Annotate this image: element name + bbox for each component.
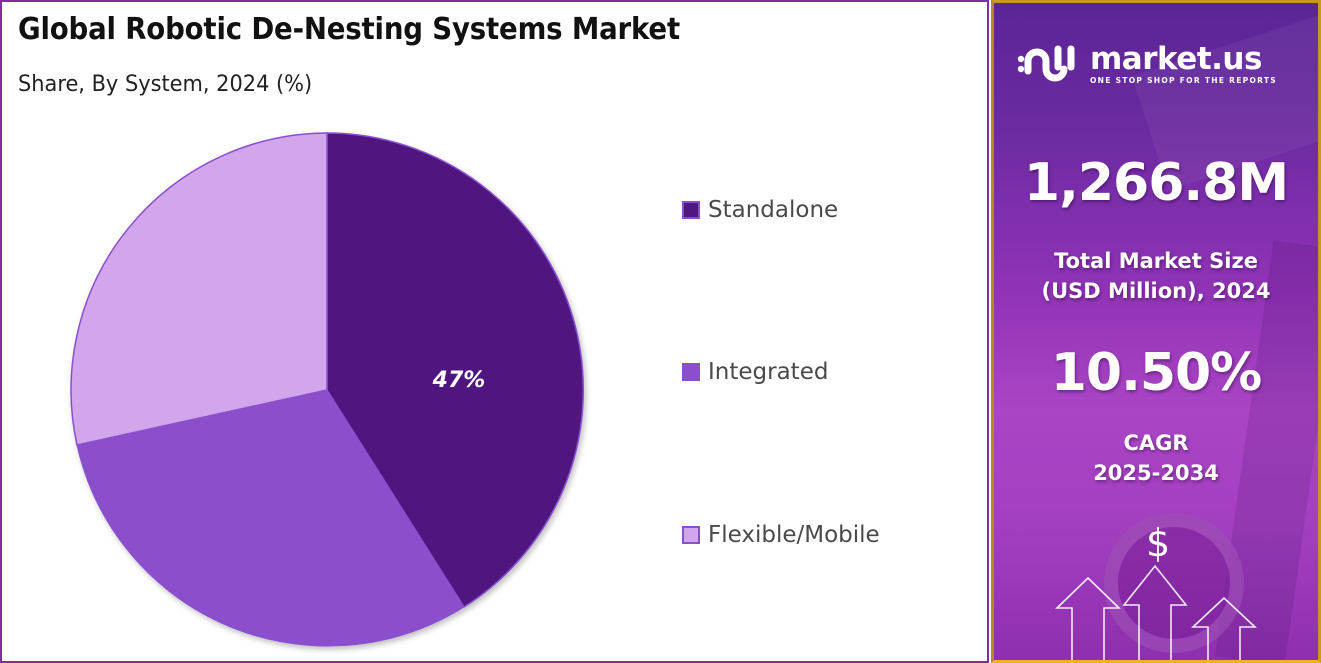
cagr-label: CAGR xyxy=(1123,431,1189,455)
summary-panel: market.us ONE STOP SHOP FOR THE REPORTS … xyxy=(991,0,1321,663)
growth-arrows-icon xyxy=(1055,564,1258,660)
pie-label-standalone: 47% xyxy=(432,368,486,393)
pie-slice-flexible-mobile[interactable] xyxy=(70,132,328,446)
brand-tagline: ONE STOP SHOP FOR THE REPORTS xyxy=(1090,76,1277,85)
cagr-period: 2025-2034 xyxy=(1093,461,1219,485)
legend-item-flexible-mobile[interactable]: Flexible/Mobile xyxy=(682,522,880,548)
legend-label: Integrated xyxy=(708,359,829,385)
chart-panel: Global Robotic De-Nesting Systems Market… xyxy=(0,0,989,663)
market-us-logo-icon xyxy=(1017,45,1075,82)
legend-swatch-standalone xyxy=(682,201,700,219)
pie-slice-standalone[interactable] xyxy=(326,132,584,609)
cagr-value: 10.50% xyxy=(1050,343,1263,403)
market-size-value: 1,266.8M xyxy=(1023,153,1289,213)
brand-name: market.us xyxy=(1090,41,1262,77)
legend-swatch-integrated xyxy=(682,363,700,381)
legend-label: Flexible/Mobile xyxy=(708,522,880,548)
chart-subtitle: Share, By System, 2024 (%) xyxy=(18,72,313,97)
pie-chart: 47% xyxy=(62,124,602,654)
brand-logo[interactable]: market.us ONE STOP SHOP FOR THE REPORTS xyxy=(1016,43,1277,85)
market-size-label-line1: Total Market Size xyxy=(1054,249,1258,273)
pie-chart-svg: 47% xyxy=(70,132,584,647)
legend-item-standalone[interactable]: Standalone xyxy=(682,197,838,223)
legend-item-integrated[interactable]: Integrated xyxy=(682,359,828,385)
market-size-label-line2: (USD Million), 2024 xyxy=(1041,279,1271,303)
pie-slice-integrated[interactable] xyxy=(76,389,465,647)
legend-swatch-flexible-mobile xyxy=(682,526,700,544)
legend-label: Standalone xyxy=(708,197,839,223)
chart-title: Global Robotic De-Nesting Systems Market xyxy=(18,12,680,47)
dollar-icon: $ xyxy=(1146,521,1171,565)
